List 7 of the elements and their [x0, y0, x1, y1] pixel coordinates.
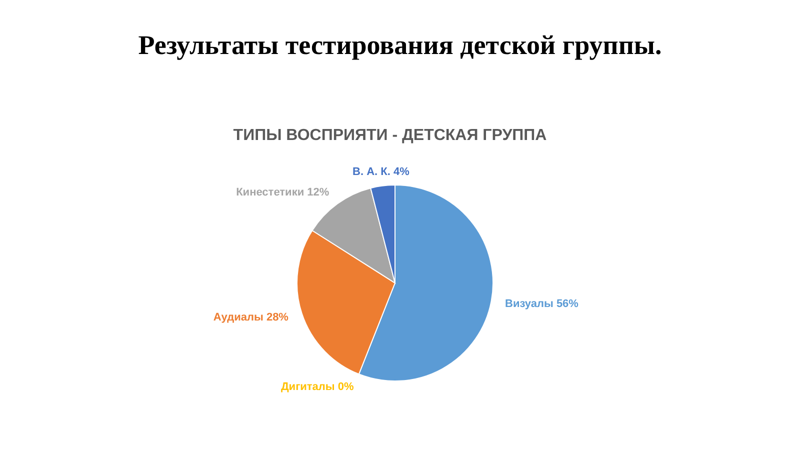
chart-subtitle: ТИПЫ ВОСПРИЯТИ - ДЕТСКАЯ ГРУППА: [232, 127, 548, 145]
slice-label: Кинестетики 12%: [236, 186, 330, 198]
slice-label: В. А. К. 4%: [352, 166, 410, 178]
category-label: Дигиталы 0%: [280, 381, 354, 394]
chart-title: Результаты тестирования детской группы.: [137, 30, 663, 61]
slice-label: Аудиалы 28%: [213, 312, 289, 324]
slice-label: Визуалы 56%: [505, 298, 579, 310]
